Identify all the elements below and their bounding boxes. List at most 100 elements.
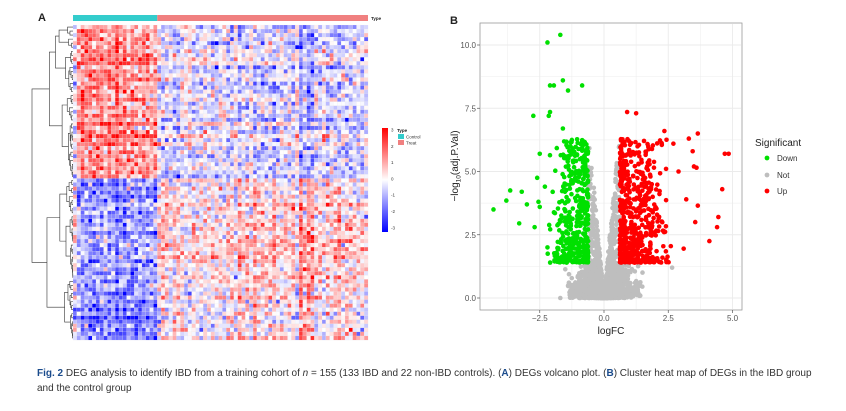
heatmap-cell [325, 37, 330, 42]
heatmap-cell [111, 77, 116, 82]
heatmap-cell [321, 275, 326, 280]
heatmap-cell [149, 57, 154, 62]
heatmap-cell [164, 37, 169, 42]
heatmap-cell [153, 267, 158, 272]
heatmap-cell [344, 89, 349, 94]
heatmap-cell [291, 283, 296, 288]
heatmap-cell [161, 77, 166, 82]
heatmap-cell [145, 170, 150, 175]
heatmap-cell [191, 198, 196, 203]
heatmap-cell [249, 178, 254, 183]
heatmap-cell [306, 69, 311, 74]
heatmap-cell [230, 89, 235, 94]
heatmap-cell [92, 33, 97, 38]
heatmap-cell [329, 93, 334, 98]
heatmap-cell [298, 125, 303, 131]
heatmap-cell [168, 178, 173, 183]
heatmap-cell [210, 214, 215, 219]
heatmap-cell [260, 142, 265, 147]
heatmap-cell [195, 170, 200, 175]
heatmap-cell [111, 174, 116, 179]
heatmap-cell [295, 125, 300, 131]
heatmap-cell [222, 178, 227, 183]
heatmap-cell [256, 133, 261, 139]
heatmap-cell [126, 182, 131, 187]
heatmap-cell [95, 89, 100, 94]
heatmap-cell [88, 251, 93, 256]
heatmap-cell [207, 190, 212, 195]
heatmap-cell [107, 49, 112, 54]
heatmap-cell [80, 109, 85, 114]
heatmap-cell [310, 41, 315, 46]
heatmap-cell [184, 97, 189, 102]
heatmap-cell [314, 97, 319, 102]
heatmap-cell [88, 210, 93, 215]
heatmap-cell [218, 251, 223, 256]
heatmap-cell [318, 89, 323, 94]
heatmap-cell [210, 77, 215, 82]
heatmap-cell [168, 125, 173, 131]
heatmap-cell [233, 133, 238, 139]
heatmap-cell [264, 37, 269, 42]
heatmap-cell [264, 202, 269, 207]
heatmap-cell [341, 166, 346, 171]
heatmap-cell [88, 117, 93, 123]
heatmap-cell [348, 109, 353, 114]
heatmap-cell [180, 49, 185, 54]
heatmap-cell [88, 69, 93, 74]
heatmap-cell [141, 234, 146, 240]
heatmap-cell [356, 105, 361, 110]
heatmap-cell [184, 198, 189, 203]
heatmap-cell [187, 28, 192, 34]
heatmap-cell [134, 190, 139, 195]
heatmap-cell [122, 162, 127, 167]
heatmap-cell [260, 234, 265, 240]
heatmap-cell [314, 190, 319, 195]
heatmap-cell [72, 251, 77, 256]
heatmap-cell [210, 251, 215, 256]
heatmap-cell [191, 45, 196, 50]
heatmap-cell [122, 97, 127, 102]
heatmap-cell [126, 210, 131, 215]
heatmap-cell [325, 162, 330, 167]
heatmap-cell [80, 41, 85, 46]
heatmap-cell [268, 255, 273, 260]
heatmap-cell [230, 146, 235, 151]
heatmap-cell [80, 158, 85, 163]
heatmap-cell [111, 154, 116, 159]
heatmap-cell [199, 41, 204, 46]
heatmap-cell [287, 45, 292, 50]
heatmap-cell [118, 61, 123, 66]
heatmap-cell [195, 247, 200, 252]
heatmap-cell [283, 81, 288, 86]
heatmap-cell [115, 158, 120, 163]
heatmap-cell [364, 61, 369, 66]
heatmap-cell [310, 57, 315, 62]
heatmap-cell [138, 61, 143, 66]
heatmap-cell [272, 206, 277, 211]
heatmap-cell [283, 109, 288, 114]
heatmap-cell [306, 93, 311, 98]
heatmap-cell [237, 214, 242, 219]
heatmap-cell [306, 182, 311, 187]
heatmap-cell [111, 28, 116, 34]
heatmap-cell [187, 198, 192, 203]
heatmap-cell [360, 37, 365, 42]
heatmap-cell [210, 230, 215, 236]
heatmap-cell [180, 158, 185, 163]
heatmap-cell [103, 154, 108, 159]
heatmap-cell [348, 214, 353, 219]
heatmap-cell [191, 109, 196, 114]
heatmap-cell [164, 97, 169, 102]
heatmap-cell [72, 218, 77, 224]
heatmap-cell [233, 121, 238, 127]
heatmap-cell [161, 85, 166, 90]
heatmap-cell [275, 53, 281, 58]
heatmap-cell [348, 251, 353, 256]
heatmap-cell [115, 28, 120, 34]
heatmap-cell [344, 28, 349, 34]
heatmap-cell [352, 255, 357, 260]
heatmap-cell [283, 69, 288, 74]
heatmap-cell [222, 69, 227, 74]
heatmap-cell [310, 121, 315, 127]
